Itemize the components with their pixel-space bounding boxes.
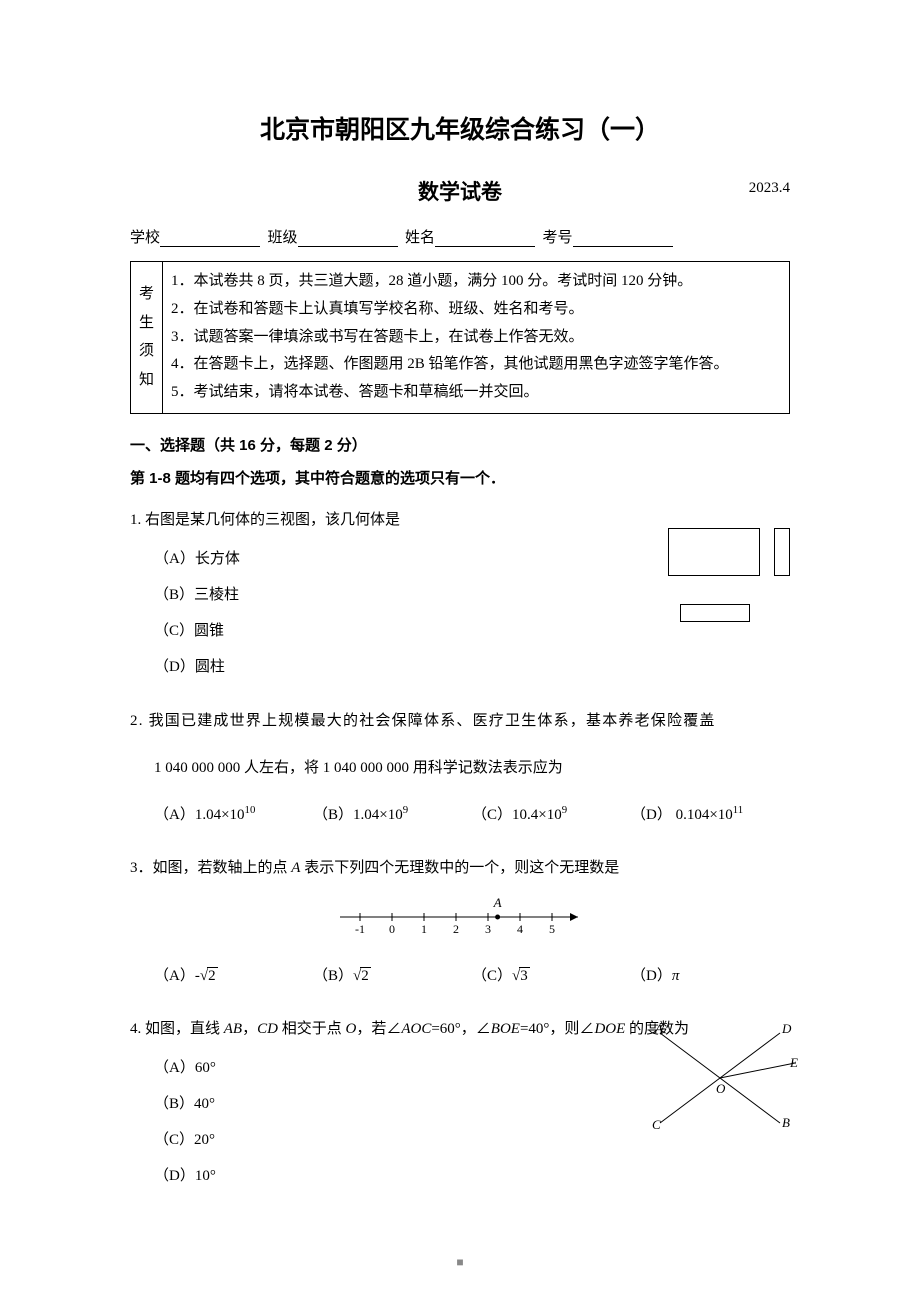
q4-pre: 4. 如图，直线 <box>130 1021 224 1037</box>
main-title: 北京市朝阳区九年级综合练习（一） <box>130 110 790 146</box>
question-2: 2. 我国已建成世界上规模最大的社会保障体系、医疗卫生体系，基本养老保险覆盖 1… <box>130 705 790 832</box>
label-C: C <box>652 1117 661 1132</box>
q2-stem-l2: 1 040 000 000 人左右，将 1 040 000 000 用科学记数法… <box>130 752 790 785</box>
q3-d-pre: （D） <box>631 968 672 984</box>
name-blank <box>435 229 535 247</box>
q2-opt-c: （C）10.4×109 <box>472 799 631 832</box>
q4-AB: AB <box>224 1021 242 1037</box>
q3-b-pre: （B） <box>313 968 353 984</box>
label-B: B <box>782 1115 790 1130</box>
q1-figure <box>650 528 790 638</box>
q4-O: O <box>345 1021 356 1037</box>
q1-rect-side <box>774 528 790 576</box>
q4-m2: ，若∠ <box>356 1021 401 1037</box>
notice-item: 3．试题答案一律填涂或书写在答题卡上，在试卷上作答无效。 <box>171 324 781 352</box>
svg-text:5: 5 <box>549 922 555 935</box>
sqrt-icon: √3 <box>512 960 530 993</box>
page: 北京市朝阳区九年级综合练习（一） 数学试卷 2023.4 学校 班级 姓名 考号… <box>0 0 920 1294</box>
school-blank <box>160 229 260 247</box>
q2-b-sup: 9 <box>403 804 408 816</box>
notice-item: 5．考试结束，请将本试卷、答题卡和草稿纸一并交回。 <box>171 379 781 407</box>
q4-e2: =40°，则∠ <box>520 1021 594 1037</box>
date: 2023.4 <box>749 180 790 197</box>
q1-rect-front <box>668 528 760 576</box>
q3-opt-b: （B）√2 <box>313 960 472 993</box>
info-line: 学校 班级 姓名 考号 <box>130 226 790 247</box>
q4-opt-d: （D）10° <box>154 1158 790 1194</box>
q2-stem-l1: 2. 我国已建成世界上规模最大的社会保障体系、医疗卫生体系，基本养老保险覆盖 <box>130 705 790 738</box>
notice-right: 1．本试卷共 8 页，共三道大题，28 道小题，满分 100 分。考试时间 12… <box>163 262 790 414</box>
class-label: 班级 <box>268 230 298 246</box>
svg-text:A: A <box>493 895 502 910</box>
q4-s1: ， <box>242 1021 257 1037</box>
q2-opt-b: （B）1.04×109 <box>313 799 472 832</box>
svg-text:2: 2 <box>453 922 459 935</box>
subtitle-row: 数学试卷 2023.4 <box>130 176 790 206</box>
numberline-svg: -1 0 1 2 3 4 5 A <box>330 889 590 935</box>
q4-m1: 相交于点 <box>278 1021 346 1037</box>
q2-b-pre: （B）1.04×10 <box>313 807 403 823</box>
school-label: 学校 <box>130 230 160 246</box>
notice-item: 2．在试卷和答题卡上认真填写学校名称、班级、姓名和考号。 <box>171 296 781 324</box>
page-footer-marker: ■ <box>456 1255 463 1270</box>
q4-AOC: AOC <box>401 1021 431 1037</box>
q4-e1: =60°，∠ <box>431 1021 490 1037</box>
q3-b-val: 2 <box>360 967 371 984</box>
q3-opt-c: （C）√3 <box>472 960 631 993</box>
q2-a-sup: 10 <box>245 804 256 816</box>
q2-d-pre: （D） 0.104×10 <box>631 807 733 823</box>
sqrt-icon: √2 <box>200 960 218 993</box>
svg-text:4: 4 <box>517 922 523 935</box>
q3-d-val: π <box>672 968 680 984</box>
q4-DOE: DOE <box>594 1021 625 1037</box>
notice-item: 1．本试卷共 8 页，共三道大题，28 道小题，满分 100 分。考试时间 12… <box>171 268 781 296</box>
q3-numberline: -1 0 1 2 3 4 5 A <box>130 889 790 948</box>
q3-post: 表示下列四个无理数中的一个，则这个无理数是 <box>300 860 619 876</box>
name-label: 姓名 <box>405 230 435 246</box>
q3-a-pre: （A） <box>154 968 195 984</box>
q3-pre: 3．如图，若数轴上的点 <box>130 860 291 876</box>
q1-rect-top <box>680 604 750 622</box>
svg-text:1: 1 <box>421 922 427 935</box>
id-blank <box>573 229 673 247</box>
q3-stem: 3．如图，若数轴上的点 A 表示下列四个无理数中的一个，则这个无理数是 <box>130 852 790 885</box>
q4-figure: A B C D E O <box>630 1023 800 1133</box>
q3-opt-a: （A）-√2 <box>154 960 313 993</box>
q2-options: （A）1.04×1010 （B）1.04×109 （C）10.4×109 （D）… <box>130 799 790 832</box>
q3-c-pre: （C） <box>472 968 512 984</box>
section-title: 一、选择题（共 16 分，每题 2 分） <box>130 434 790 455</box>
q4-BOE: BOE <box>491 1021 520 1037</box>
q4-CD: CD <box>257 1021 278 1037</box>
class-blank <box>298 229 398 247</box>
q2-opt-a: （A）1.04×1010 <box>154 799 313 832</box>
sqrt-icon: √2 <box>353 960 371 993</box>
q2-c-sup: 9 <box>562 804 567 816</box>
q1-opt-d: （D）圆柱 <box>154 649 790 685</box>
notice-table: 考生须知 1．本试卷共 8 页，共三道大题，28 道小题，满分 100 分。考试… <box>130 261 790 414</box>
question-4: 4. 如图，直线 AB，CD 相交于点 O，若∠AOC=60°，∠BOE=40°… <box>130 1013 790 1194</box>
svg-text:-1: -1 <box>355 922 365 935</box>
id-label: 考号 <box>543 230 573 246</box>
label-O: O <box>716 1081 726 1096</box>
notice-left: 考生须知 <box>131 262 163 414</box>
q3-opt-d: （D）π <box>631 960 790 993</box>
q3-c-val: 3 <box>519 967 530 984</box>
notice-item: 4．在答题卡上，选择题、作图题用 2B 铅笔作答，其他试题用黑色字迹签字笔作答。 <box>171 351 781 379</box>
svg-text:3: 3 <box>485 922 491 935</box>
label-D: D <box>781 1023 792 1036</box>
q3-options: （A）-√2 （B）√2 （C）√3 （D）π <box>130 960 790 993</box>
question-3: 3．如图，若数轴上的点 A 表示下列四个无理数中的一个，则这个无理数是 -1 0 1… <box>130 852 790 993</box>
q3-a-val: 2 <box>207 967 218 984</box>
label-E: E <box>789 1055 798 1070</box>
sub-title: 数学试卷 <box>130 176 790 206</box>
question-1: 1. 右图是某几何体的三视图，该几何体是 （A）长方体 （B）三棱柱 （C）圆锥… <box>130 504 790 685</box>
q2-opt-d: （D） 0.104×1011 <box>631 799 790 832</box>
svg-text:0: 0 <box>389 922 395 935</box>
q2-c-pre: （C）10.4×10 <box>472 807 562 823</box>
section-subtitle: 第 1-8 题均有四个选项，其中符合题意的选项只有一个． <box>130 467 790 488</box>
q2-d-sup: 11 <box>733 804 743 816</box>
label-A: A <box>654 1023 663 1036</box>
q2-a-pre: （A）1.04×10 <box>154 807 245 823</box>
